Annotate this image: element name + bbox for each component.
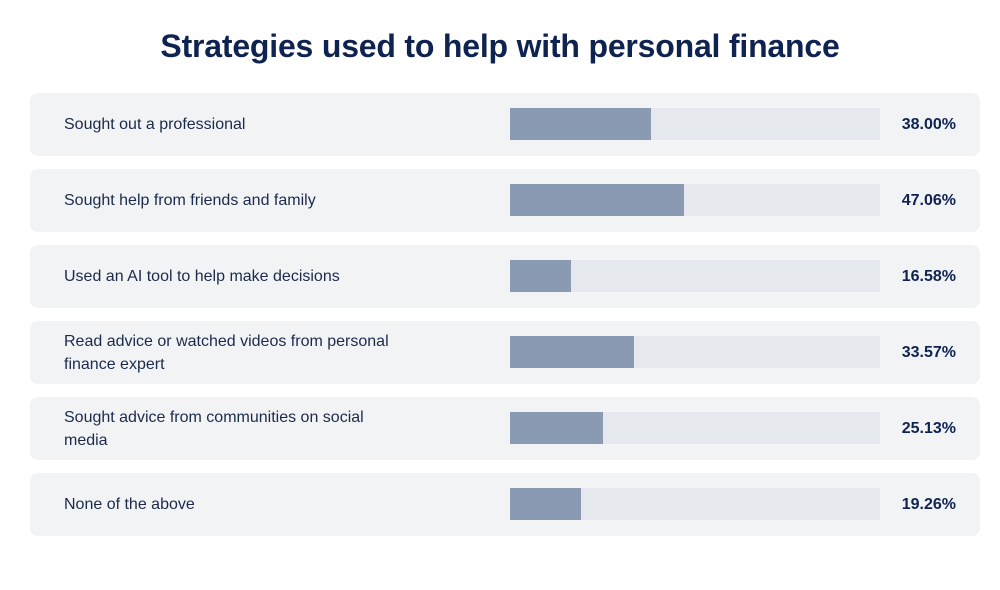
bar-row: Sought help from friends and family 47.06…	[30, 169, 980, 232]
bar	[510, 108, 651, 140]
bar	[510, 488, 582, 520]
bar-track	[510, 260, 880, 292]
value-label: 25.13%	[901, 419, 956, 437]
bar-track	[510, 412, 880, 444]
bar	[510, 412, 603, 444]
category-label: Sought help from friends and family	[64, 192, 316, 209]
bar-row: Sought out a professional 38.00%	[30, 93, 980, 156]
category-label: Used an AI tool to help make decisions	[64, 268, 340, 285]
value-label: 38.00%	[901, 115, 956, 133]
category-label: Sought out a professional	[64, 116, 246, 133]
bar-row: Used an AI tool to help make decisions 16…	[30, 245, 980, 308]
bar	[510, 260, 572, 292]
chart-title: Strategies used to help with personal fi…	[160, 28, 840, 64]
bar-track	[510, 184, 880, 216]
bar-row: None of the above 19.26%	[30, 473, 980, 536]
category-label: Read advice or watched videos from perso…	[64, 332, 389, 373]
bar-row: Read advice or watched videos from perso…	[30, 321, 980, 384]
category-label: Sought advice from communities on social…	[64, 408, 364, 449]
category-label: None of the above	[64, 496, 195, 513]
bar-rows: Sought out a professional 38.00% Sought he…	[30, 93, 980, 549]
value-label: 33.57%	[901, 343, 956, 361]
bar	[510, 336, 635, 368]
value-label: 19.26%	[901, 495, 956, 513]
value-label: 16.58%	[901, 267, 956, 285]
bar	[510, 184, 685, 216]
bar-track	[510, 488, 880, 520]
bar-track	[510, 336, 880, 368]
value-label: 47.06%	[901, 191, 956, 209]
bar-row: Sought advice from communities on social…	[30, 397, 980, 460]
bar-track	[510, 108, 880, 140]
